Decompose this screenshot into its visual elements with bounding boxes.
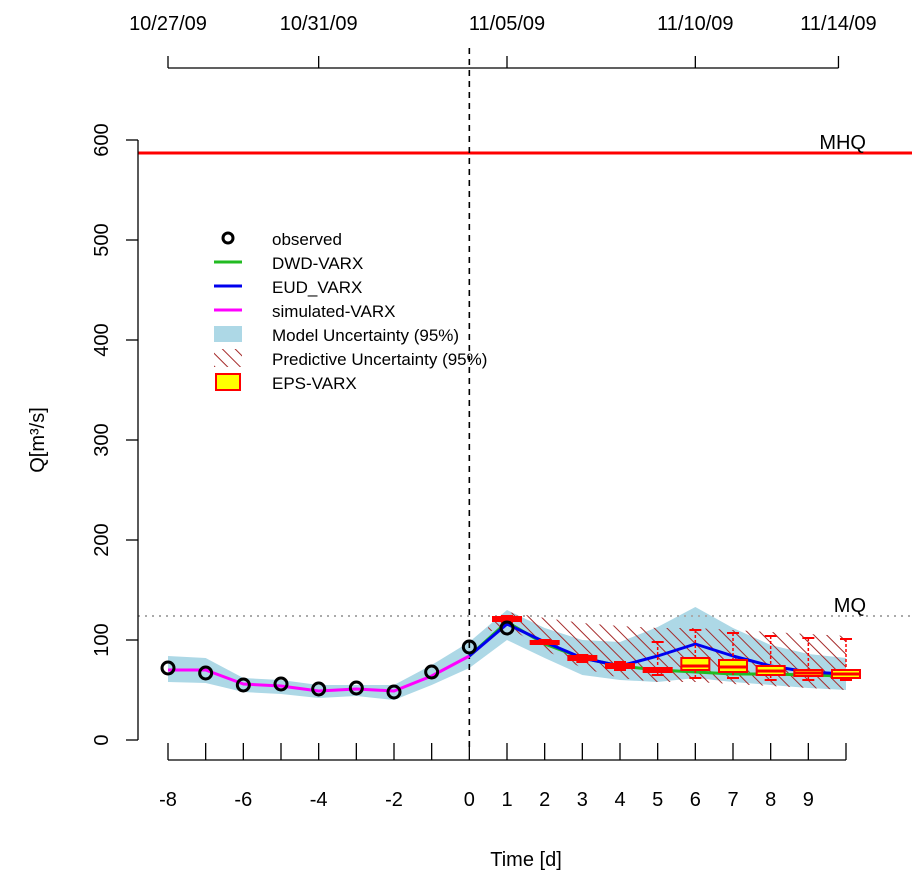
top-date-axis: 10/27/09 10/31/09 11/05/09 11/10/09 11/14/09 — [129, 13, 877, 69]
observed-point-2 — [235, 677, 251, 693]
legend-symbol-6 — [215, 373, 241, 391]
x-tick-label-12: 8 — [765, 789, 776, 811]
top-axis-label-0: 10/27/09 — [129, 13, 207, 35]
observed-point-7 — [424, 664, 440, 680]
top-axis-label-1: 10/31/09 — [280, 13, 358, 35]
observed-point-0 — [160, 660, 176, 676]
observed-point-6 — [386, 684, 402, 700]
x-tick-label-9: 5 — [652, 789, 663, 811]
x-axis: -8 -6 -4 -2 0 1 2 3 4 5 6 7 8 9 — [159, 743, 847, 811]
series-line-simulated-varx — [168, 622, 508, 693]
legend-label-5: Predictive Uncertainty (95%) — [272, 350, 487, 369]
legend-label-4: Model Uncertainty (95%) — [272, 326, 459, 345]
x-tick-label-2: -4 — [310, 789, 328, 811]
top-axis-label-3: 11/10/09 — [657, 13, 733, 35]
y-tick-label-5: 500 — [91, 223, 113, 256]
legend-symbol-4 — [214, 326, 242, 342]
x-tick-label-3: -2 — [385, 789, 403, 811]
legend-symbol-0 — [221, 231, 235, 245]
top-axis-label-2: 11/05/09 — [469, 13, 545, 35]
legend-label-2: EUD_VARX — [272, 278, 362, 297]
x-tick-label-4: 0 — [464, 789, 475, 811]
eps-boxplots — [492, 615, 861, 681]
x-tick-label-13: 9 — [803, 789, 814, 811]
legend-label-3: simulated-VARX — [272, 302, 395, 321]
observed-points — [160, 620, 515, 700]
y-axis: 0 100 200 300 400 500 600 — [91, 123, 139, 746]
y-tick-label-2: 200 — [91, 523, 113, 556]
y-tick-label-3: 300 — [91, 423, 113, 456]
x-tick-label-10: 6 — [690, 789, 701, 811]
reference-label-mhq: MHQ — [819, 132, 866, 154]
y-tick-label-4: 400 — [91, 323, 113, 356]
legend-label-0: observed — [272, 230, 342, 249]
x-tick-label-0: -8 — [159, 789, 177, 811]
reference-label-mq: MQ — [834, 595, 866, 617]
legend: observed DWD-VARX EUD_VARX simulated-VARX Mo… — [214, 230, 487, 393]
x-tick-label-11: 7 — [727, 789, 738, 811]
x-tick-label-7: 3 — [577, 789, 588, 811]
observed-point-4 — [311, 681, 327, 697]
top-axis-label-4: 11/14/09 — [800, 13, 876, 35]
eps-box-5 — [680, 657, 711, 671]
observed-point-3 — [273, 676, 289, 692]
x-tick-label-1: -6 — [234, 789, 252, 811]
observed-point-5 — [348, 680, 364, 696]
observed-point-8 — [461, 639, 477, 655]
observed-point-1 — [198, 665, 214, 681]
legend-symbol-5 — [214, 349, 242, 367]
y-axis-title: Q[m³/s] — [27, 407, 49, 473]
x-tick-label-5: 1 — [501, 789, 512, 811]
x-tick-label-6: 2 — [539, 789, 550, 811]
legend-label-1: DWD-VARX — [272, 254, 363, 273]
y-tick-label-6: 600 — [91, 123, 113, 156]
y-tick-label-0: 0 — [91, 734, 113, 745]
legend-label-6: EPS-VARX — [272, 374, 357, 393]
x-tick-label-8: 4 — [614, 789, 625, 811]
x-axis-title: Time [d] — [490, 849, 562, 871]
observed-point-9 — [499, 620, 515, 636]
y-tick-label-1: 100 — [91, 623, 113, 656]
reference-lines: MHQ MQ — [138, 48, 912, 752]
